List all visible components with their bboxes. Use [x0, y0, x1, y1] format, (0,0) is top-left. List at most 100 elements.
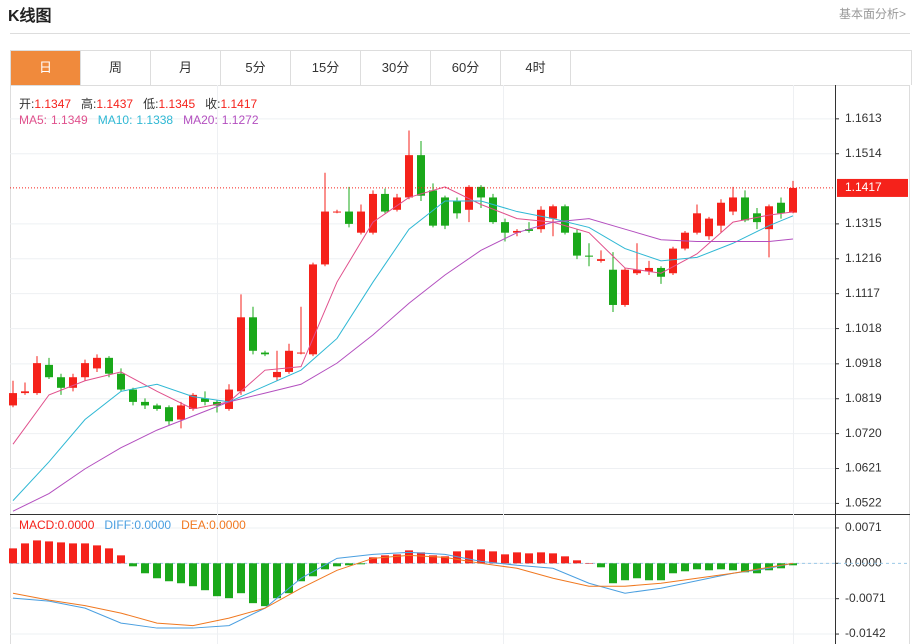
chart-frame — [10, 85, 910, 644]
macd-info: MACD:0.0000 DIFF:0.0000 DEA:0.0000 — [19, 518, 256, 532]
macd-bar — [453, 551, 461, 564]
y-tick-label: 1.0819 — [845, 391, 882, 405]
tab[interactable]: 15分 — [291, 51, 361, 85]
candle-body — [501, 222, 509, 233]
y-tick-label: -0.0142 — [845, 626, 886, 640]
macd-bar — [573, 560, 581, 564]
info-value: 1.1417 — [220, 97, 258, 111]
tab[interactable]: 周 — [81, 51, 151, 85]
y-tick-label: 1.1613 — [845, 111, 882, 125]
macd-bar — [177, 563, 185, 584]
candle-body — [201, 398, 209, 402]
info-value: 1.1347 — [34, 97, 72, 111]
legend-value: 1.1338 — [136, 113, 174, 127]
candle-body — [621, 269, 629, 305]
macd-bar — [117, 555, 125, 564]
macd-bar — [141, 563, 149, 574]
candle-body — [57, 377, 65, 388]
candle-body — [129, 389, 137, 402]
page-title: K线图 — [8, 8, 52, 25]
tab[interactable]: 30分 — [361, 51, 431, 85]
candle-body — [513, 230, 521, 233]
candle-body — [393, 197, 401, 210]
candle-body — [585, 255, 593, 257]
candle-body — [273, 371, 281, 378]
macd-bar — [225, 563, 233, 599]
macd-bar — [729, 563, 737, 571]
candle-body — [225, 389, 233, 409]
y-tick-label: 1.0621 — [845, 461, 882, 475]
candle-body — [117, 373, 125, 390]
macd-bar — [273, 563, 281, 599]
y-tick-label: 0.0000 — [845, 555, 882, 569]
info-value: 1.1345 — [158, 97, 196, 111]
macd-bar — [309, 563, 317, 577]
candle-body — [693, 213, 701, 233]
candle-body — [633, 269, 641, 274]
candle-body — [669, 248, 677, 274]
candle-body — [657, 267, 665, 277]
tab-bar: 日周月 5分 15分 30分 60分 4时 — [10, 50, 912, 85]
candle-body — [345, 211, 353, 224]
macd-bar — [357, 563, 365, 565]
candle-body — [741, 197, 749, 221]
macd-bar — [81, 543, 89, 564]
candle-body — [357, 211, 365, 233]
candle-body — [177, 405, 185, 420]
candle-body — [729, 197, 737, 212]
tab[interactable]: 日 — [11, 51, 81, 85]
macd-bar — [753, 563, 761, 574]
y-tick-label: 1.1514 — [845, 146, 882, 160]
tab[interactable]: 月 — [151, 51, 221, 85]
macd-bar — [249, 563, 257, 604]
candle-body — [45, 364, 53, 378]
indicator-line — [12, 218, 794, 512]
legend-value: 1.1272 — [221, 113, 259, 127]
candle-body — [261, 352, 269, 355]
macd-bar — [669, 563, 677, 574]
candle-body — [765, 206, 773, 230]
macd-bar — [345, 563, 353, 566]
macd-bar — [213, 563, 221, 597]
divider — [10, 33, 910, 34]
candle-body — [165, 407, 173, 422]
candle-body — [141, 401, 149, 406]
candle-body — [549, 206, 557, 219]
indicator-line — [12, 554, 794, 627]
macd-bar — [693, 563, 701, 570]
tab[interactable]: 4时 — [501, 51, 571, 85]
macd-bar — [597, 563, 605, 568]
tab[interactable]: 60分 — [431, 51, 501, 85]
macd-bar — [321, 563, 329, 570]
candle-body — [789, 187, 797, 213]
macd-bar — [369, 557, 377, 564]
info-label: 高: — [81, 97, 97, 111]
candle-body — [777, 202, 785, 214]
macd-bar — [237, 563, 245, 594]
candle-body — [285, 350, 293, 372]
macd-bar — [393, 554, 401, 564]
candle-body — [93, 357, 101, 369]
macd-bar — [441, 556, 449, 564]
candle-body — [597, 259, 605, 261]
candle-body — [333, 211, 341, 213]
macd-bar — [561, 556, 569, 564]
macd-bar — [465, 550, 473, 564]
fundamental-link[interactable]: 基本面分析> — [838, 7, 906, 21]
macd-bar — [417, 552, 425, 564]
y-tick-label: 1.1216 — [845, 251, 882, 265]
macd-bar — [681, 563, 689, 572]
macd-bar — [45, 541, 53, 564]
info-label: 收: — [205, 97, 221, 111]
candle-body — [441, 197, 449, 226]
candle-body — [69, 377, 77, 388]
candle-body — [537, 209, 545, 230]
macd-bar — [549, 553, 557, 564]
candle-body — [105, 357, 113, 374]
ma-info: MA5: 1.1349 MA10: 1.1338 MA20: 1.1272 — [19, 113, 269, 127]
macd-bar — [165, 563, 173, 582]
y-tick-label: 1.0918 — [845, 356, 882, 370]
legend-name: MA10: — [97, 113, 133, 127]
tab[interactable]: 5分 — [221, 51, 291, 85]
